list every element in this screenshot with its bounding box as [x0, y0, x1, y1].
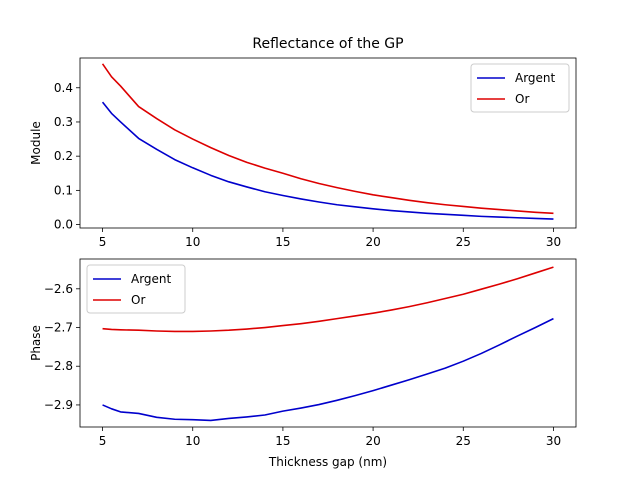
legend-box: [470, 63, 570, 113]
legend-label-argent: Argent: [131, 272, 172, 286]
y-tick-label: 0.0: [54, 218, 73, 232]
series-line-argent: [102, 317, 554, 422]
x-tick-label: 30: [546, 235, 561, 249]
legend: Argent Or: [470, 63, 570, 113]
x-tick-label: 15: [275, 235, 290, 249]
y-tick-label: 0.4: [54, 81, 73, 95]
legend-label-or: Or: [515, 92, 529, 106]
chart-title: Reflectance of the GP: [252, 36, 403, 52]
y-tick-label: 0.3: [54, 115, 73, 129]
x-axis-label: Thickness gap (nm): [268, 455, 387, 469]
x-tick-label: 15: [275, 434, 290, 448]
x-tick-label: 10: [185, 235, 200, 249]
y-axis-label: Module: [29, 121, 43, 165]
x-tick-label: 5: [99, 235, 107, 249]
x-tick-label: 25: [456, 434, 471, 448]
axes-frame: [79, 258, 577, 428]
x-tick-label: 20: [365, 434, 380, 448]
series-line-or: [102, 266, 554, 333]
series-line-or: [101, 63, 554, 215]
module-panel: 5 10 15 20 25 30 0.0 0.1 0.2 0.3 0.4 Module Argent Or: [29, 57, 577, 249]
legend-box: [86, 264, 186, 314]
legend-label-or: Or: [131, 293, 145, 307]
legend-label-argent: Argent: [515, 71, 556, 85]
y-tick-label: 0.1: [54, 183, 73, 197]
series-line-argent: [101, 101, 554, 220]
y-tick-label: −2.6: [44, 282, 73, 296]
x-tick-label: 10: [185, 434, 200, 448]
y-tick-label: −2.9: [44, 398, 73, 412]
legend: Argent Or: [86, 264, 186, 314]
y-tick-label: −2.7: [44, 321, 73, 335]
phase-panel: 5 10 15 20 25 30 −2.9 −2.8 −2.7 −2.6 Phase Thicknes…: [29, 258, 577, 469]
axes-frame: [79, 57, 577, 229]
x-tick-label: 25: [456, 235, 471, 249]
x-tick-label: 30: [546, 434, 561, 448]
x-tick-label: 20: [365, 235, 380, 249]
y-axis-label: Phase: [29, 325, 43, 361]
y-tick-label: −2.8: [44, 359, 73, 373]
y-tick-label: 0.2: [54, 149, 73, 163]
x-tick-label: 5: [99, 434, 107, 448]
